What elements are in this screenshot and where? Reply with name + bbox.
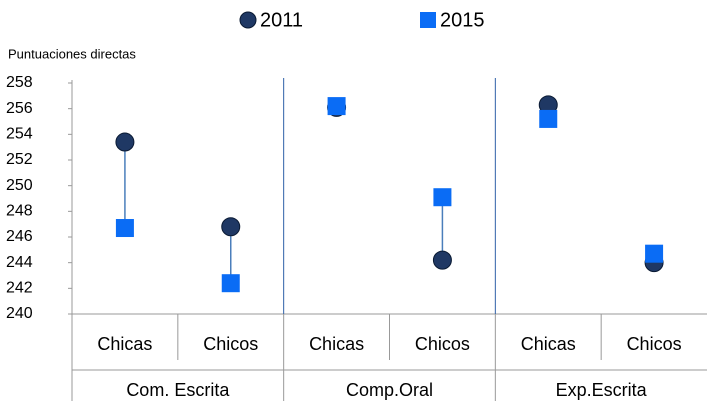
legend-marker (420, 12, 436, 28)
y-tick-label: 256 (6, 100, 33, 117)
x-tick-label: Chicas (97, 334, 152, 354)
marker (221, 217, 241, 237)
x-tick-label: Chicos (203, 334, 258, 354)
x-tick-label: Chicos (415, 334, 470, 354)
marker (221, 274, 240, 293)
group-label: Comp.Oral (346, 380, 433, 400)
group-label: Exp.Escrita (556, 380, 648, 400)
y-tick-label: 254 (6, 126, 33, 143)
x-tick-label: Chicos (627, 334, 682, 354)
y-tick-label: 246 (6, 228, 33, 245)
marker (115, 219, 134, 238)
y-tick-label: 250 (6, 177, 33, 194)
x-tick-label: Chicas (309, 334, 364, 354)
y-tick-label: 258 (6, 74, 33, 91)
y-tick-label: 244 (6, 254, 33, 271)
legend-label: 2011 (260, 9, 303, 31)
legend-marker (239, 11, 257, 29)
marker (327, 97, 346, 116)
y-tick-label: 240 (6, 305, 33, 322)
marker (539, 109, 558, 128)
marker (115, 132, 135, 152)
y-tick-label: 252 (6, 151, 33, 168)
legend-label: 2015 (440, 9, 485, 31)
y-tick-label: 242 (6, 280, 33, 297)
group-label: Com. Escrita (126, 380, 230, 400)
x-tick-label: Chicas (521, 334, 576, 354)
marker (432, 250, 452, 270)
marker (433, 188, 452, 207)
marker (645, 244, 664, 263)
y-axis-label: Puntuaciones directas (8, 46, 136, 61)
y-tick-label: 248 (6, 203, 33, 220)
